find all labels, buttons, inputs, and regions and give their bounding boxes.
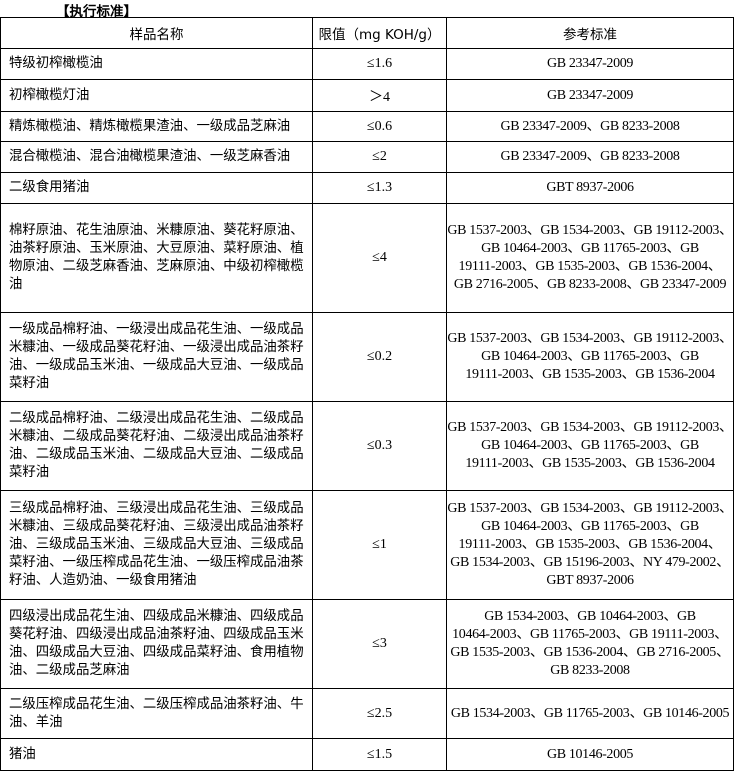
reference-standard-cell: GB 23347-2009 xyxy=(446,79,734,112)
table-row: 二级食用猪油 ≤1.3 GBT 8937-2006 xyxy=(0,172,734,204)
limit-value-cell: ≤0.2 xyxy=(312,312,447,402)
reference-standard-cell: GB 1534-2003、GB 10464-2003、GB 10464-2003、… xyxy=(446,599,734,689)
reference-line: GB 10146-2005 xyxy=(546,746,634,762)
reference-line: GBT 8937-2006 xyxy=(546,180,634,195)
reference-line: GB 1537-2003、GB 1534-2003、GB 19112-2003、 xyxy=(447,331,733,346)
reference-line: GBT 8937-2006 xyxy=(546,573,634,588)
header-limit: 限值（mg KOH/g） xyxy=(312,17,447,49)
limit-value-cell: ≤1.6 xyxy=(312,48,447,80)
reference-line: GB 10464-2003、GB 11765-2003、GB xyxy=(481,241,699,256)
sample-name-cell: 二级食用猪油 xyxy=(0,172,313,204)
reference-standard-cell: GB 23347-2009、GB 8233-2008 xyxy=(446,141,734,173)
reference-line: GB 10464-2003、GB 11765-2003、GB xyxy=(481,438,699,453)
reference-line: GB 1535-2003、GB 1536-2004、GB 2716-2005、 xyxy=(450,645,730,660)
reference-line: GB 1534-2003、GB 15196-2003、NY 479-2002、 xyxy=(450,555,730,570)
reference-standard-cell: GB 1537-2003、GB 1534-2003、GB 19112-2003、… xyxy=(446,490,734,600)
reference-line: 19111-2003、GB 1535-2003、GB 1536-2004 xyxy=(465,456,715,471)
reference-line: GB 1537-2003、GB 1534-2003、GB 19112-2003、 xyxy=(447,420,733,435)
reference-line: GB 2716-2005、GB 8233-2008、GB 23347-2009 xyxy=(453,277,727,292)
reference-line: 19111-2003、GB 1535-2003、GB 1536-2004 xyxy=(465,367,715,382)
reference-line: GB 23347-2009 xyxy=(546,56,634,71)
limit-value-cell: ≤0.3 xyxy=(312,401,447,491)
reference-standard-cell: GB 23347-2009、GB 8233-2008 xyxy=(446,111,734,142)
reference-standard-cell: GB 10146-2005 xyxy=(446,738,734,771)
header-sample-name: 样品名称 xyxy=(0,17,313,49)
reference-standard-cell: GB 1537-2003、GB 1534-2003、GB 19112-2003、… xyxy=(446,401,734,491)
sample-name-cell: 精炼橄榄油、精炼橄榄果渣油、一级成品芝麻油 xyxy=(0,111,313,142)
table-row: 四级浸出成品花生油、四级成品米糠油、四级成品葵花籽油、四级浸出成品油茶籽油、四级… xyxy=(0,599,734,689)
header-reference: 参考标准 xyxy=(446,17,734,49)
table-row: 一级成品棉籽油、一级浸出成品花生油、一级成品米糠油、一级成品葵花籽油、一级浸出成… xyxy=(0,312,734,402)
table-row: 初榨橄榄灯油 ＞4 GB 23347-2009 xyxy=(0,79,734,112)
sample-name-cell: 二级压榨成品花生油、二级压榨成品油茶籽油、牛油、羊油 xyxy=(0,688,313,739)
section-heading: 【执行标准】 xyxy=(56,4,137,20)
table-row: 混合橄榄油、混合油橄榄果渣油、一级芝麻香油 ≤2 GB 23347-2009、GB … xyxy=(0,141,734,173)
limit-value-cell: ≤4 xyxy=(312,203,447,313)
sample-name-cell: 棉籽原油、花生油原油、米糠原油、葵花籽原油、油茶籽原油、玉米原油、大豆原油、菜籽… xyxy=(0,203,313,313)
reference-line: GB 1537-2003、GB 1534-2003、GB 19112-2003、 xyxy=(447,223,733,238)
reference-line: 10464-2003、GB 11765-2003、GB 19111-2003、 xyxy=(452,627,728,642)
table-row: 三级成品棉籽油、三级浸出成品花生油、三级成品米糠油、三级成品葵花籽油、三级浸出成… xyxy=(0,490,734,600)
sample-name-cell: 二级成品棉籽油、二级浸出成品花生油、二级成品米糠油、二级成品葵花籽油、二级浸出成… xyxy=(0,401,313,491)
limit-value-cell: ≤1.3 xyxy=(312,172,447,204)
table-row: 猪油 ≤1.5 GB 10146-2005 xyxy=(0,738,734,771)
reference-line: GB 23347-2009、GB 8233-2008 xyxy=(500,118,680,134)
reference-line: 19111-2003、GB 1535-2003、GB 1536-2004、 xyxy=(458,537,722,552)
limit-value-cell: ≤0.6 xyxy=(312,111,447,142)
limit-value-cell: ≤1.5 xyxy=(312,738,447,771)
limit-value-cell: ＞4 xyxy=(312,79,447,112)
sample-name-cell: 一级成品棉籽油、一级浸出成品花生油、一级成品米糠油、一级成品葵花籽油、一级浸出成… xyxy=(0,312,313,402)
reference-line: GB 8233-2008 xyxy=(550,663,630,678)
limit-value-cell: ≤2.5 xyxy=(312,688,447,739)
reference-line: GB 10464-2003、GB 11765-2003、GB xyxy=(481,519,699,534)
standards-table: 样品名称 限值（mg KOH/g） 参考标准 特级初榨橄榄油 ≤1.6 GB 233… xyxy=(0,17,734,771)
limit-value-cell: ≤1 xyxy=(312,490,447,600)
table-header-row: 样品名称 限值（mg KOH/g） 参考标准 xyxy=(0,17,734,49)
sample-name-cell: 四级浸出成品花生油、四级成品米糠油、四级成品葵花籽油、四级浸出成品油茶籽油、四级… xyxy=(0,599,313,689)
reference-line: GB 1534-2003、GB 11765-2003、GB 10146-2005 xyxy=(450,705,730,721)
table-row: 精炼橄榄油、精炼橄榄果渣油、一级成品芝麻油 ≤0.6 GB 23347-2009、G… xyxy=(0,111,734,142)
reference-line: GB 23347-2009 xyxy=(546,87,634,103)
sample-name-cell: 猪油 xyxy=(0,738,313,771)
reference-standard-cell: GBT 8937-2006 xyxy=(446,172,734,204)
sample-name-cell: 特级初榨橄榄油 xyxy=(0,48,313,80)
reference-line: GB 23347-2009、GB 8233-2008 xyxy=(500,149,680,164)
table-row: 二级压榨成品花生油、二级压榨成品油茶籽油、牛油、羊油 ≤2.5 GB 1534-20… xyxy=(0,688,734,739)
sample-name-cell: 初榨橄榄灯油 xyxy=(0,79,313,112)
reference-standard-cell: GB 1534-2003、GB 11765-2003、GB 10146-2005 xyxy=(446,688,734,739)
sample-name-cell: 混合橄榄油、混合油橄榄果渣油、一级芝麻香油 xyxy=(0,141,313,173)
table-row: 二级成品棉籽油、二级浸出成品花生油、二级成品米糠油、二级成品葵花籽油、二级浸出成… xyxy=(0,401,734,491)
limit-value-cell: ≤3 xyxy=(312,599,447,689)
reference-line: 19111-2003、GB 1535-2003、GB 1536-2004、 xyxy=(458,259,722,274)
table-row: 特级初榨橄榄油 ≤1.6 GB 23347-2009 xyxy=(0,48,734,80)
reference-line: GB 10464-2003、GB 11765-2003、GB xyxy=(481,349,699,364)
reference-standard-cell: GB 1537-2003、GB 1534-2003、GB 19112-2003、… xyxy=(446,203,734,313)
reference-line: GB 1534-2003、GB 10464-2003、GB xyxy=(484,609,696,624)
reference-standard-cell: GB 1537-2003、GB 1534-2003、GB 19112-2003、… xyxy=(446,312,734,402)
limit-value-cell: ≤2 xyxy=(312,141,447,173)
reference-line: GB 1537-2003、GB 1534-2003、GB 19112-2003、 xyxy=(447,501,733,516)
reference-standard-cell: GB 23347-2009 xyxy=(446,48,734,80)
sample-name-cell: 三级成品棉籽油、三级浸出成品花生油、三级成品米糠油、三级成品葵花籽油、三级浸出成… xyxy=(0,490,313,600)
table-row: 棉籽原油、花生油原油、米糠原油、葵花籽原油、油茶籽原油、玉米原油、大豆原油、菜籽… xyxy=(0,203,734,313)
